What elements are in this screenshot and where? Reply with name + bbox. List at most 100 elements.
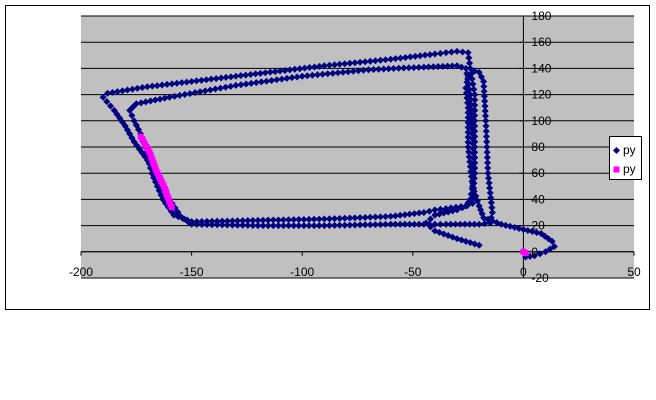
data-point-diamond	[471, 138, 479, 146]
data-point-diamond	[376, 213, 384, 221]
y-tick-label: 180	[531, 9, 551, 23]
data-point-diamond	[206, 86, 214, 94]
data-point-diamond	[420, 209, 428, 216]
data-point-diamond	[522, 253, 530, 261]
data-point-diamond	[346, 214, 354, 222]
data-point-diamond	[351, 214, 359, 222]
y-tick-label: -20	[531, 271, 549, 285]
y-tick-label: 80	[531, 140, 545, 154]
data-point-diamond	[193, 220, 201, 228]
x-tick-label: -150	[180, 265, 204, 279]
data-point-diamond	[346, 59, 354, 67]
x-tick-label: -200	[69, 265, 93, 279]
data-point-diamond	[448, 48, 456, 56]
data-point-diamond	[463, 94, 471, 102]
data-point-diamond	[104, 89, 112, 97]
y-tick-label: 120	[531, 88, 551, 102]
data-point-diamond	[466, 163, 474, 171]
data-point-diamond	[481, 107, 489, 115]
data-point-diamond	[431, 50, 439, 58]
data-point-diamond	[244, 221, 252, 229]
data-point-diamond	[366, 221, 374, 229]
data-point-diamond	[471, 112, 479, 120]
data-point-diamond	[475, 220, 483, 228]
data-point-diamond	[469, 80, 477, 88]
data-point-diamond	[306, 64, 314, 72]
y-tick-label: 60	[531, 166, 545, 180]
data-point-diamond	[174, 208, 182, 216]
data-point-diamond	[234, 217, 242, 225]
data-point-diamond	[113, 88, 121, 96]
data-point-diamond	[346, 221, 354, 229]
grid-lines	[81, 15, 634, 279]
data-point-diamond	[481, 220, 489, 228]
data-point-diamond	[459, 48, 467, 56]
data-point-diamond	[406, 210, 414, 218]
data-point-diamond	[464, 128, 472, 136]
data-point-diamond	[488, 209, 496, 216]
data-point-diamond	[464, 133, 472, 141]
data-point-diamond	[471, 153, 479, 161]
data-point-diamond	[382, 220, 390, 228]
data-point-diamond	[465, 54, 473, 62]
data-point-diamond	[420, 63, 428, 71]
y-tick-label: 100	[531, 114, 551, 128]
data-point-diamond	[257, 78, 265, 86]
data-point-diamond	[471, 159, 479, 167]
data-point-diamond	[222, 83, 230, 91]
data-point-diamond	[278, 75, 286, 83]
data-point-diamond	[254, 216, 262, 224]
data-point-diamond	[163, 80, 171, 88]
data-point-diamond	[217, 84, 225, 92]
data-point-diamond	[295, 222, 303, 230]
legend-label-py-2: py	[623, 162, 636, 176]
data-point-diamond	[207, 75, 215, 83]
data-point-diamond	[470, 85, 478, 93]
data-point-diamond	[173, 79, 181, 87]
data-point-diamond	[310, 63, 318, 71]
data-point-diamond	[416, 52, 424, 60]
data-point-diamond	[336, 214, 344, 222]
data-point-diamond	[359, 66, 367, 74]
data-point-diamond	[464, 49, 472, 57]
data-point-diamond	[452, 203, 460, 211]
data-point-diamond	[351, 221, 359, 229]
data-point-diamond	[266, 68, 274, 76]
data-point-diamond	[291, 65, 299, 73]
data-point-diamond	[308, 71, 316, 79]
data-point-diamond	[285, 216, 293, 224]
data-point-diamond	[464, 72, 472, 80]
data-point-diamond	[203, 221, 211, 229]
data-point-diamond	[274, 222, 282, 230]
data-point-square	[168, 204, 175, 211]
data-point-diamond	[400, 64, 408, 72]
data-point-diamond	[482, 127, 490, 135]
data-point-diamond	[168, 80, 176, 88]
data-point-diamond	[349, 67, 357, 75]
x-tick-label: 50	[627, 265, 641, 279]
data-point-diamond	[271, 68, 279, 76]
data-point-diamond	[401, 211, 409, 219]
data-point-diamond	[181, 90, 189, 98]
data-point-diamond	[227, 73, 235, 81]
data-point-diamond	[467, 168, 475, 176]
data-point-diamond	[470, 220, 478, 228]
data-point-diamond	[314, 71, 322, 79]
data-point-diamond	[325, 215, 333, 223]
data-point-diamond	[425, 207, 433, 215]
data-point-diamond	[298, 72, 306, 80]
data-point-diamond	[451, 220, 459, 228]
data-point-diamond	[429, 63, 437, 71]
data-point-diamond	[376, 56, 384, 64]
data-point-diamond	[550, 243, 558, 251]
data-point-diamond	[463, 78, 471, 86]
data-point-diamond	[485, 179, 493, 187]
data-point-diamond	[396, 211, 404, 219]
data-point-diamond	[480, 82, 488, 90]
data-point-diamond	[366, 57, 374, 65]
data-point-diamond	[482, 122, 490, 130]
data-point-diamond	[183, 78, 191, 86]
data-point-diamond	[482, 117, 490, 125]
data-point-diamond	[371, 213, 379, 221]
data-point-diamond	[464, 123, 472, 131]
